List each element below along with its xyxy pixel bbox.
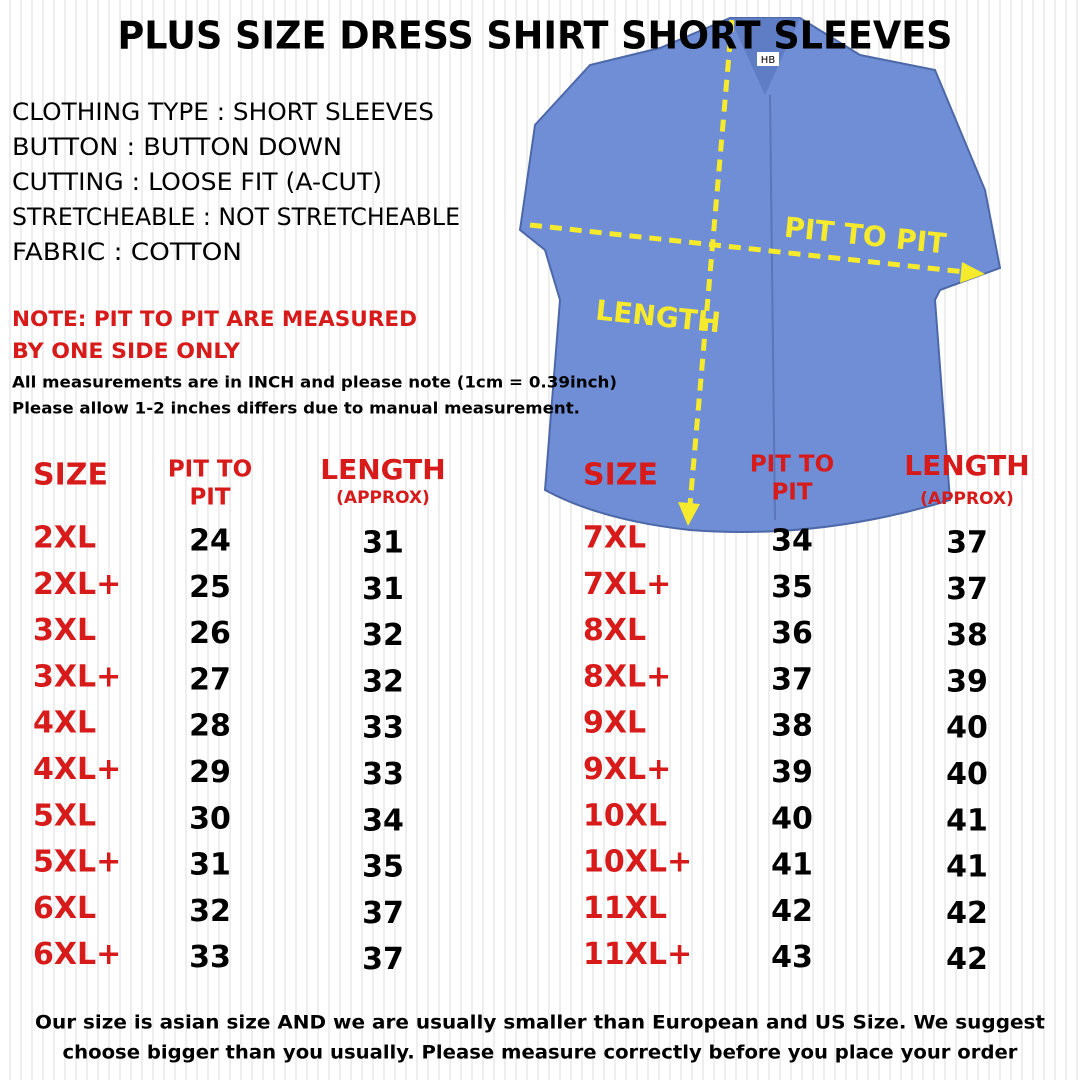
pit-cell: 36 [771,616,813,651]
length-cell: 40 [946,757,988,792]
length-cell: 33 [362,757,404,792]
pit-cell: 27 [189,662,231,697]
spec-line: STRETCHEABLE : NOT STRETCHEABLE [12,203,460,231]
size-cell: 2XL [33,521,96,556]
info-line: All measurements are in INCH and please … [12,373,617,392]
size-cell: 11XL [583,891,667,926]
size-cell: 5XL [33,798,96,833]
note-line: BY ONE SIDE ONLY [12,339,241,363]
length-cell: 41 [946,850,988,885]
pit-cell: 38 [771,709,813,744]
header-pit: PIT TO [750,452,834,478]
title: PLUS SIZE DRESS SHIRT SHORT SLEEVES [118,14,953,58]
pit-cell: 35 [771,570,813,605]
header-length-note: (APPROX) [336,488,430,508]
pit-cell: 24 [189,524,231,559]
header-length: LENGTH [320,453,445,486]
spec-line: CUTTING : LOOSE FIT (A-CUT) [12,168,382,196]
header-length: LENGTH [904,449,1029,482]
size-cell: 5XL+ [33,845,121,880]
pit-cell: 37 [771,662,813,697]
footer-line: choose bigger than you usually. Please m… [63,1042,1019,1064]
pit-cell: 31 [189,848,231,883]
length-cell: 37 [946,526,988,561]
length-cell: 31 [362,572,404,607]
size-cell: 2XL+ [33,567,121,602]
size-cell: 9XL [583,706,646,741]
info-line: Please allow 1-2 inches differs due to m… [12,399,580,418]
pit-cell: 40 [771,801,813,836]
length-cell: 40 [946,711,988,746]
header-pit: PIT [189,485,230,511]
size-cell: 6XL+ [33,937,121,972]
header-pit: PIT TO [168,457,252,483]
size-cell: 4XL [33,706,96,741]
size-cell: 3XL [33,613,96,648]
pit-cell: 28 [189,709,231,744]
length-cell: 32 [362,618,404,653]
header-length-note: (APPROX) [920,489,1014,509]
pit-cell: 29 [189,755,231,790]
size-cell: 3XL+ [33,659,121,694]
size-cell: 10XL [583,798,667,833]
header-size: SIZE [33,458,108,493]
size-cell: 8XL+ [583,659,671,694]
size-cell: 9XL+ [583,752,671,787]
length-cell: 39 [946,664,988,699]
pit-cell: 43 [771,940,813,975]
footer-line: Our size is asian size AND we are usuall… [35,1012,1045,1034]
pit-cell: 26 [189,616,231,651]
length-cell: 37 [362,942,404,977]
pit-cell: 33 [189,940,231,975]
pit-cell: 42 [771,894,813,929]
shirt-illustration: HB PIT TO PIT LENGTH [518,17,1002,533]
length-cell: 37 [946,572,988,607]
size-cell: 6XL [33,891,96,926]
size-cell: 11XL+ [583,937,692,972]
size-cell: 4XL+ [33,752,121,787]
pit-cell: 34 [771,524,813,559]
size-cell: 7XL [583,521,646,556]
spec-line: FABRIC : COTTON [12,238,242,266]
size-cell: 10XL+ [583,845,692,880]
pit-cell: 32 [189,894,231,929]
length-cell: 34 [362,803,404,838]
pit-cell: 41 [771,848,813,883]
length-cell: 38 [946,618,988,653]
length-cell: 33 [362,711,404,746]
pit-cell: 25 [189,570,231,605]
length-cell: 37 [362,896,404,931]
length-cell: 42 [946,942,988,977]
header-pit: PIT [771,480,812,506]
length-cell: 42 [946,896,988,931]
length-cell: 32 [362,664,404,699]
spec-line: BUTTON : BUTTON DOWN [12,133,342,161]
length-cell: 41 [946,803,988,838]
shirt-tag: HB [761,55,776,66]
length-cell: 35 [362,850,404,885]
specs: CLOTHING TYPE : SHORT SLEEVES BUTTON : BU… [12,98,617,418]
note-line: NOTE: PIT TO PIT ARE MEASURED [12,307,417,331]
header-size: SIZE [583,458,658,493]
spec-line: CLOTHING TYPE : SHORT SLEEVES [12,98,434,126]
pit-cell: 39 [771,755,813,790]
size-cell: 7XL+ [583,567,671,602]
pit-cell: 30 [189,801,231,836]
length-cell: 31 [362,526,404,561]
size-cell: 8XL [583,613,646,648]
